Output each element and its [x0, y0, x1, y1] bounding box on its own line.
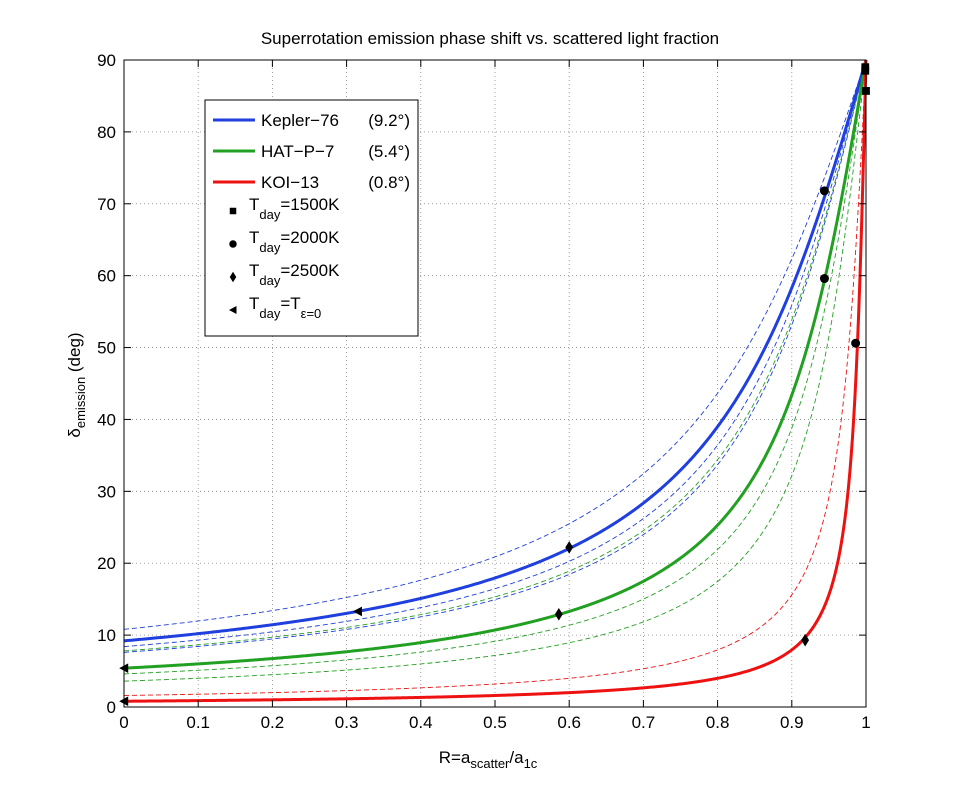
legend-marker-label: Tday=2500K [249, 261, 340, 288]
chart-title: Superrotation emission phase shift vs. s… [261, 29, 719, 48]
x-tick-label: 0.7 [632, 713, 656, 732]
legend: Kepler−76 (9.2°) HAT−P−7 (5.4°) KOI−13 (0.8°)… [204, 99, 419, 337]
legend-marker-label: Tday=Tε=0 [249, 294, 321, 321]
dashed-curve-1 [123, 59, 867, 682]
legend-box [204, 99, 419, 337]
dashed-curve-0 [123, 59, 867, 630]
x-tick-label: 0 [119, 713, 128, 732]
legend-marker-label: Tday=2000K [249, 228, 340, 255]
legend-marker-triangle-left [229, 306, 237, 314]
dashed-curve-2 [123, 59, 867, 696]
y-tick-label: 10 [97, 626, 116, 645]
series-curves [123, 59, 868, 703]
series-curve-1 [123, 59, 868, 670]
circle-marker [819, 274, 829, 284]
marker-points [119, 63, 870, 707]
y-tick-label: 50 [97, 339, 116, 358]
legend-note: (0.8°) [368, 173, 410, 192]
circle-marker [851, 338, 861, 348]
series-curve-2 [123, 59, 868, 703]
legend-marker-circle [229, 240, 237, 248]
y-tick-label: 60 [97, 267, 116, 286]
legend-marker-label: Tday=1500K [249, 195, 340, 222]
series-curve-0 [123, 59, 868, 643]
diamond-marker [554, 607, 563, 621]
dashed-curve-1 [123, 59, 867, 675]
y-axis-title: δemission (deg) [65, 332, 88, 437]
y-tick-label: 80 [97, 123, 116, 142]
dashed-curves [123, 59, 867, 696]
dashed-curve-0 [123, 59, 867, 653]
square-marker [861, 66, 870, 75]
legend-label: Kepler−76 [261, 111, 339, 130]
diamond-marker [801, 633, 810, 647]
x-tick-label: 0.1 [186, 713, 210, 732]
x-tick-label: 0.4 [409, 713, 433, 732]
x-axis-title: R=ascatter/a1c [439, 748, 538, 771]
x-tick-label: 0.9 [780, 713, 804, 732]
diamond-marker [565, 541, 574, 554]
x-tick-label: 1 [861, 713, 870, 732]
triangle-left-marker [352, 606, 362, 617]
dashed-curve-1 [123, 59, 867, 652]
legend-note: (9.2°) [368, 111, 410, 130]
legend-label: KOI−13 [261, 173, 319, 192]
x-tick-label: 0.5 [483, 713, 507, 732]
x-tick-label: 0.6 [557, 713, 581, 732]
legend-marker-diamond [229, 271, 237, 283]
legend-marker-square [229, 207, 237, 215]
y-tick-label: 40 [97, 410, 116, 429]
x-tick-label: 0.3 [335, 713, 359, 732]
y-tick-label: 20 [97, 554, 116, 573]
legend-note: (5.4°) [368, 142, 410, 161]
axis-ticks: 0 0.1 0.2 0.3 0.4 0.5 0.6 0.7 0.8 0.9 101020304050… [97, 51, 871, 732]
y-tick-label: 70 [97, 195, 116, 214]
legend-label: HAT−P−7 [261, 142, 334, 161]
circle-marker [819, 186, 829, 196]
x-tick-label: 0.2 [261, 713, 285, 732]
dashed-curve-0 [123, 59, 867, 648]
y-tick-label: 30 [97, 482, 116, 501]
x-tick-label: 0.8 [706, 713, 730, 732]
y-tick-label: 90 [97, 51, 116, 70]
y-tick-label: 0 [107, 698, 116, 717]
